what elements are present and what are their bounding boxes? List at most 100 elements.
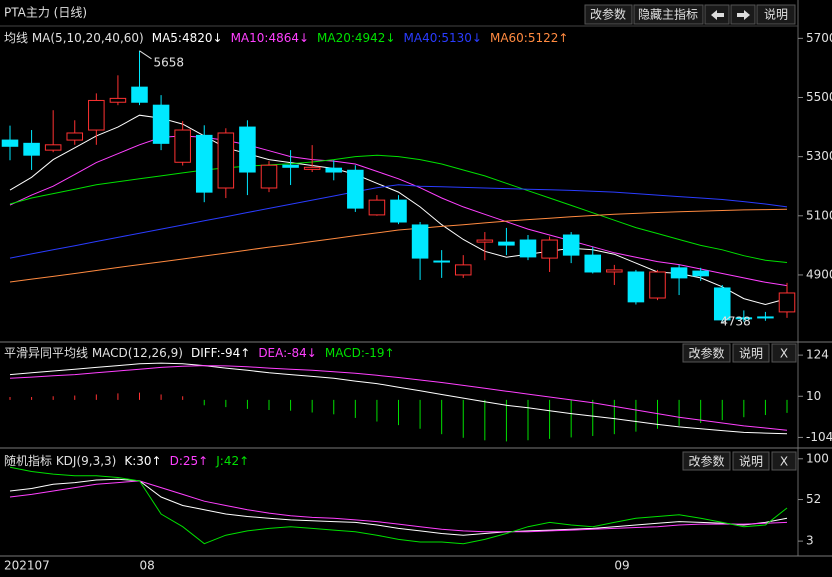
candle-body [778,292,796,313]
arrow-icon [737,10,750,20]
candle-body [476,239,494,243]
button-bg [682,451,731,471]
button[interactable]: 说明 [756,4,796,25]
candle-body [519,239,537,258]
button[interactable]: 隐藏主指标 [633,4,704,25]
legend-entry: D:25↑ [170,454,209,468]
line [9,135,788,287]
candle-body [757,316,774,319]
y-tick-label: -104 [806,430,832,444]
y-tick-label: 3 [806,534,814,548]
button[interactable]: X [771,451,797,471]
candle-body [260,164,278,189]
candle-body [735,317,753,320]
candle-body [1,139,19,147]
candle-body [88,99,105,131]
legend-entry: DEA:-84↓ [258,346,317,360]
button-bg [633,4,704,25]
line [9,154,788,263]
legend-entry: MACD:-19↑ [325,346,395,360]
legend-entry: MA40:5130↓ [404,31,482,45]
button-label: 说明 [764,7,788,22]
y-tick-label: 4900 [806,267,832,281]
button-label: 改参数 [688,454,724,469]
y-tick-label: 100 [806,451,829,465]
candle-body [152,104,170,144]
title: PTA主力 (日线) [4,6,87,20]
legend-entry: MA60:5122↑ [490,31,568,45]
legend-entry: 平滑异同平均线 MACD(12,26,9) [4,346,183,360]
candle-body [217,132,235,189]
y-tick-label: 5300 [806,149,832,163]
candle-body [454,264,472,276]
candle-body [670,267,688,279]
candle-body [325,167,343,173]
candle-body [303,166,321,170]
legend-entry: 随机指标 KDJ(9,3,3) [4,453,116,468]
pointer [139,50,152,60]
legend: 均线 MA(5,10,20,40,60) MA5:4820↓ MA10:4864↓ M… [4,31,568,45]
candle-body [195,134,213,193]
candle-body [239,126,256,173]
candle-body [44,144,62,151]
line [9,362,788,435]
candle-body [498,241,515,246]
button-bg [771,451,797,471]
button[interactable]: 说明 [732,451,770,471]
x-tick-label: 08 [140,559,155,573]
button-bg [756,4,796,25]
button[interactable]: 说明 [732,343,770,363]
y-tick-label: 10 [806,389,821,403]
legend-entry: MA5:4820↓ [152,31,223,45]
candle-body [131,86,148,103]
candle-body [390,199,407,223]
button-label: 说明 [739,346,763,361]
candle-body [368,199,386,216]
button-bg [732,343,770,363]
candle-body [713,287,731,321]
button-label: X [780,347,788,361]
y-tick-label: 5100 [806,208,832,222]
prev-button[interactable] [704,4,730,25]
button[interactable]: 改参数 [584,4,633,25]
line [9,208,788,283]
button[interactable]: 改参数 [682,451,731,471]
legend: 随机指标 KDJ(9,3,3) K:30↑ D:25↑ J:42↑ [4,453,249,468]
candle-body [692,270,709,277]
line [9,184,788,259]
candle-body [109,97,127,103]
candle-body [282,164,299,168]
button[interactable]: 改参数 [682,343,731,363]
legend: 平滑异同平均线 MACD(12,26,9) DIFF:-94↑ DEA:-84↓ MA… [4,346,395,360]
button-bg [584,4,633,25]
candle-body [584,254,602,273]
x-tick-label: 202107 [4,559,50,573]
candle-body [347,169,364,209]
next-button[interactable] [730,4,756,25]
candle-body [606,269,623,273]
candle-body [411,224,429,259]
x-tick-label: 09 [614,559,629,573]
max-label: 5658 [154,55,185,69]
button[interactable]: X [771,343,797,363]
button-label: 隐藏主指标 [638,7,698,22]
y-tick-label: 5500 [806,90,832,104]
button-label: X [780,455,788,469]
button-bg [682,343,731,363]
arrow-icon [711,10,724,20]
button-bg [732,451,770,471]
legend-entry: J:42↑ [215,454,249,468]
legend-entry: DIFF:-94↑ [191,346,250,360]
candle-body [66,132,84,141]
line [9,365,788,431]
y-tick-label: 5700 [806,31,832,45]
candle-body [627,271,645,303]
pointer [721,316,731,324]
legend-entry: MA10:4864↓ [231,31,309,45]
candle-body [562,234,580,256]
line [9,466,788,545]
legend-entry: 均线 MA(5,10,20,40,60) [4,31,144,45]
